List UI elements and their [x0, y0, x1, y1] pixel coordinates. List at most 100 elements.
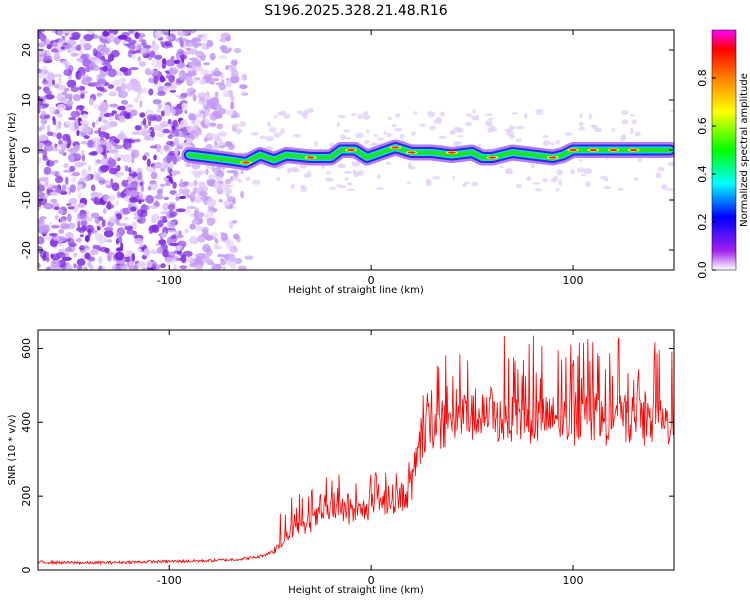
- noise-blob: [64, 93, 73, 100]
- noise-blob: [157, 219, 164, 228]
- noise-blob: [169, 89, 177, 93]
- noise-blob: [205, 132, 215, 138]
- noise-blob: [61, 30, 71, 34]
- noise-blob: [51, 224, 60, 229]
- noise-blob: [188, 91, 195, 96]
- noise-blob: [111, 110, 117, 115]
- noise-blob: [214, 112, 223, 119]
- noise-blob: [78, 72, 82, 81]
- noise-blob: [77, 264, 83, 270]
- noise-blob: [657, 166, 665, 172]
- noise-blob: [215, 176, 223, 181]
- noise-blob: [59, 59, 68, 65]
- noise-blob: [377, 174, 381, 180]
- noise-blob: [81, 168, 88, 178]
- noise-blob: [131, 131, 142, 136]
- noise-blob: [207, 174, 217, 179]
- noise-blob: [377, 137, 384, 141]
- noise-blob: [225, 80, 232, 88]
- noise-blob: [79, 234, 84, 238]
- noise-blob: [56, 132, 63, 140]
- noise-blob: [142, 45, 153, 49]
- noise-blob: [74, 153, 82, 161]
- noise-blob: [38, 106, 41, 114]
- noise-blob: [347, 188, 355, 192]
- noise-blob: [202, 76, 211, 80]
- noise-blob: [99, 101, 109, 111]
- noise-blob: [200, 195, 209, 201]
- colorbar-tick-label: 0.2: [696, 213, 709, 231]
- noise-blob: [69, 47, 75, 52]
- noise-blob: [550, 178, 558, 183]
- noise-blob: [90, 191, 99, 199]
- noise-blob: [162, 161, 168, 168]
- noise-blob: [128, 104, 134, 108]
- noise-blob: [531, 163, 535, 169]
- noise-blob: [173, 256, 180, 261]
- noise-blob: [65, 176, 69, 185]
- noise-blob: [581, 173, 586, 177]
- noise-blob: [154, 200, 159, 207]
- noise-blob: [225, 65, 230, 71]
- noise-blob: [201, 226, 209, 233]
- colorbar-tick-label: 0.8: [696, 69, 709, 87]
- noise-blob: [129, 197, 138, 203]
- noise-blob: [164, 41, 173, 47]
- noise-blob: [127, 175, 133, 183]
- noise-blob: [296, 133, 301, 138]
- noise-blob: [141, 87, 148, 94]
- noise-blob: [515, 183, 523, 188]
- noise-blob: [76, 237, 82, 243]
- noise-blob: [129, 67, 139, 71]
- noise-blob: [622, 134, 626, 139]
- noise-blob: [666, 188, 674, 191]
- noise-blob: [144, 152, 150, 157]
- noise-blob: [216, 123, 224, 130]
- noise-blob: [218, 55, 228, 60]
- noise-blob: [170, 55, 175, 61]
- noise-blob: [217, 253, 222, 258]
- noise-blob: [219, 45, 227, 52]
- noise-blob: [44, 94, 55, 100]
- noise-blob: [161, 110, 165, 117]
- noise-blob: [127, 68, 132, 76]
- noise-blob: [146, 260, 153, 268]
- noise-blob: [104, 142, 113, 150]
- noise-blob: [655, 172, 662, 179]
- noise-blob: [209, 52, 216, 61]
- noise-blob: [38, 236, 45, 245]
- noise-blob: [38, 126, 42, 132]
- noise-blob: [353, 169, 357, 174]
- noise-blob: [163, 196, 170, 201]
- noise-blob: [230, 95, 235, 102]
- noise-blob: [515, 125, 525, 130]
- noise-blob: [178, 195, 187, 200]
- noise-blob: [135, 43, 141, 50]
- noise-blob: [209, 122, 217, 127]
- noise-blob: [156, 59, 163, 69]
- noise-blob: [165, 112, 171, 117]
- noise-blob: [162, 215, 168, 224]
- noise-blob: [336, 122, 340, 127]
- noise-blob: [70, 110, 81, 118]
- noise-blob: [78, 85, 86, 91]
- noise-blob: [217, 131, 228, 137]
- noise-blob: [126, 229, 136, 235]
- noise-blob: [184, 228, 190, 234]
- noise-blob: [237, 179, 242, 183]
- noise-blob: [80, 149, 85, 156]
- noise-blob: [107, 158, 116, 165]
- noise-blob: [167, 220, 176, 228]
- noise-blob: [140, 128, 149, 136]
- noise-blob: [139, 47, 149, 56]
- noise-blob: [139, 99, 143, 109]
- noise-blob: [162, 232, 167, 238]
- noise-blob: [66, 79, 77, 88]
- noise-blob: [219, 38, 228, 43]
- noise-blob: [76, 258, 86, 266]
- noise-blob: [134, 97, 140, 103]
- noise-blob: [72, 171, 80, 177]
- noise-blob: [94, 196, 98, 205]
- noise-blob: [49, 106, 56, 114]
- noise-blob: [100, 89, 107, 93]
